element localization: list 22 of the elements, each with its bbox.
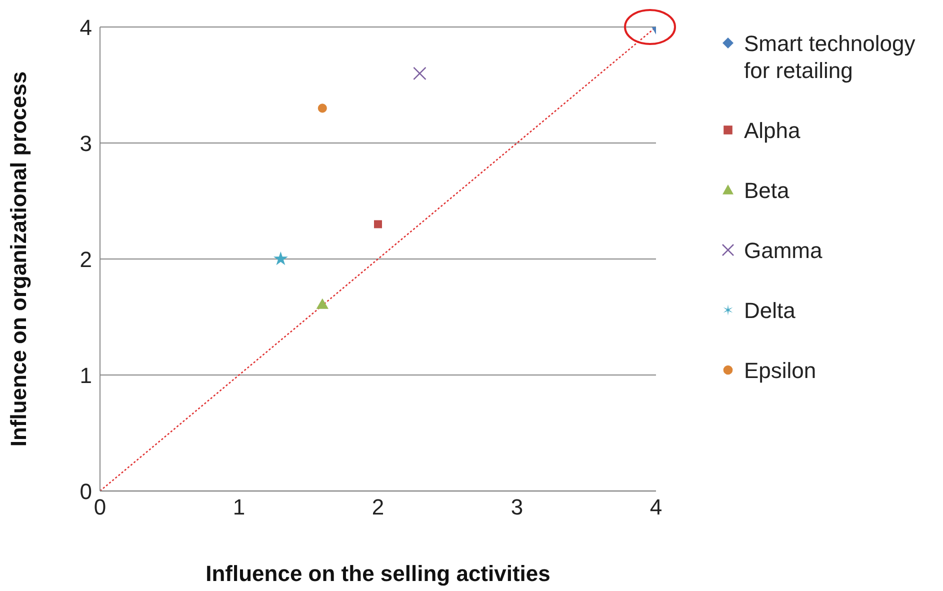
y-tick-label: 4	[80, 14, 92, 40]
legend-label: Smart technology for retailing	[744, 30, 916, 84]
point	[274, 251, 288, 266]
point	[374, 220, 382, 228]
y-axis-title: Influence on organizational process	[6, 71, 31, 447]
legend-label: Gamma	[744, 237, 822, 264]
x-tick-label: 4	[650, 494, 662, 520]
point	[316, 298, 328, 309]
x-tick-label: 2	[372, 494, 384, 520]
y-tick-label: 2	[80, 246, 92, 272]
legend-label: Alpha	[744, 117, 800, 144]
y-tick-label: 1	[80, 362, 92, 388]
x-tick-label: 1	[232, 494, 246, 520]
legend-label: Epsilon	[744, 357, 816, 384]
x-axis-title: Influence on the selling activities	[206, 561, 550, 586]
x-tick-label: 3	[510, 494, 524, 520]
point	[318, 104, 327, 113]
y-tick-label: 3	[80, 130, 92, 156]
legend-label: Beta	[744, 177, 790, 204]
point	[413, 66, 426, 80]
y-tick-label: 0	[80, 478, 92, 504]
legend-label: Delta	[744, 297, 796, 324]
